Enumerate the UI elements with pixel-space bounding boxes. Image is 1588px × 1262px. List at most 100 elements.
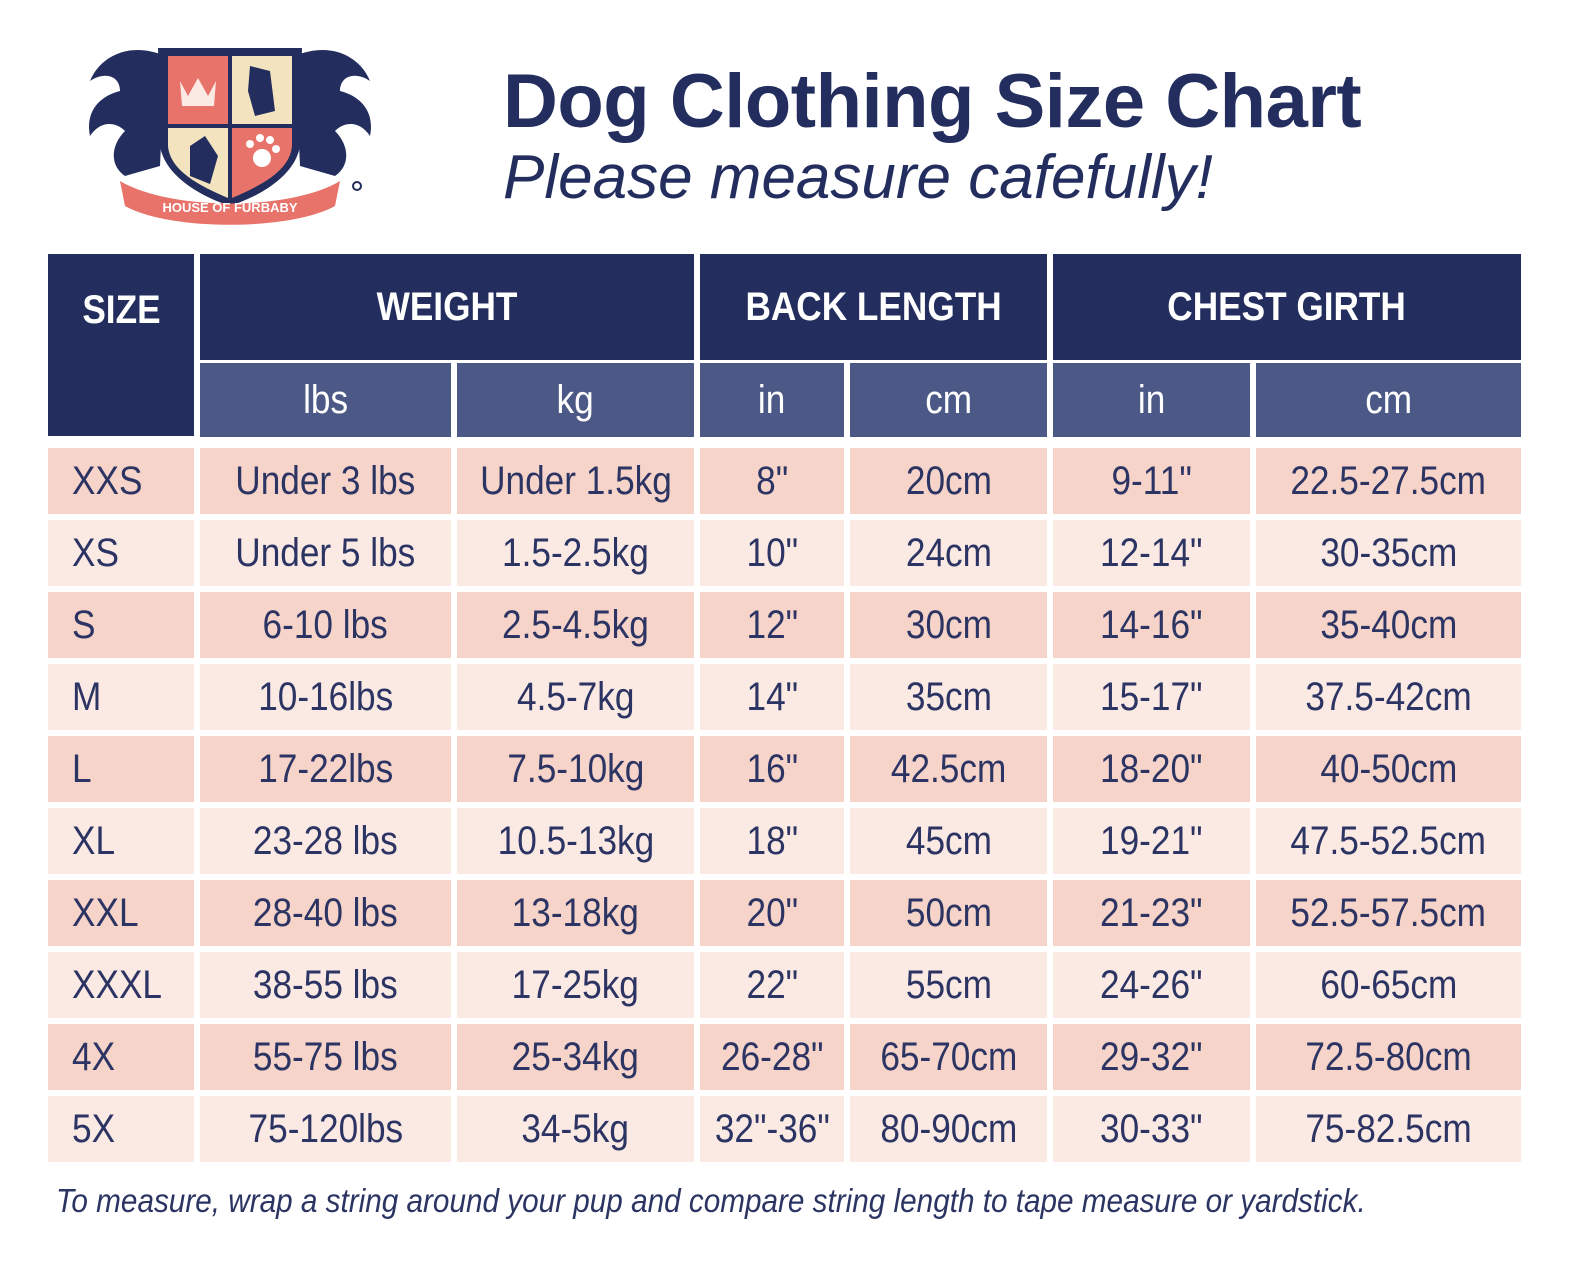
cell-value: 1.5-2.5kg <box>502 530 649 575</box>
cell-chest-cm: 37.5-42cm <box>1256 664 1521 730</box>
cell-value: L <box>72 746 92 791</box>
cell-weight-kg: 10.5-13kg <box>457 808 694 874</box>
cell-value: 14" <box>746 674 798 719</box>
unit-weight-lbs: lbs <box>200 363 451 437</box>
cell-value: 80-90cm <box>880 1106 1017 1151</box>
cell-value: 50cm <box>905 890 992 935</box>
cell-value: 14-16" <box>1100 602 1203 647</box>
cell-value: 10" <box>746 530 798 575</box>
cell-value: 30-33" <box>1100 1106 1203 1151</box>
cell-back-cm: 30cm <box>850 592 1047 658</box>
cell-value: 40-50cm <box>1320 746 1457 791</box>
cell-weight-kg: 34-5kg <box>457 1096 694 1162</box>
cell-value: 20cm <box>905 458 992 503</box>
cell-chest-in: 9-11" <box>1053 448 1250 514</box>
cell-value: 32"-36" <box>714 1106 830 1151</box>
cell-size: XXL <box>48 880 194 946</box>
cell-chest-in: 21-23" <box>1053 880 1250 946</box>
cell-weight-lbs: Under 3 lbs <box>200 448 451 514</box>
cell-chest-cm: 47.5-52.5cm <box>1256 808 1521 874</box>
cell-value: XL <box>72 818 116 863</box>
cell-back-cm: 42.5cm <box>850 736 1047 802</box>
cell-weight-lbs: 10-16lbs <box>200 664 451 730</box>
header-chest-girth: CHEST GIRTH <box>1053 254 1521 360</box>
unit-chest-cm: cm <box>1256 363 1521 437</box>
cell-value: S <box>72 602 96 647</box>
cell-value: 12-14" <box>1100 530 1203 575</box>
cell-value: Under 3 lbs <box>235 458 416 503</box>
cell-weight-kg: 2.5-4.5kg <box>457 592 694 658</box>
house-of-furbaby-logo: HOUSE OF FURBABY <box>70 36 390 226</box>
cell-value: 65-70cm <box>880 1034 1017 1079</box>
cell-value: Under 5 lbs <box>235 530 416 575</box>
cell-value: 75-120lbs <box>248 1106 403 1151</box>
cell-weight-lbs: Under 5 lbs <box>200 520 451 586</box>
cell-size: 4X <box>48 1024 194 1090</box>
cell-value: 2.5-4.5kg <box>502 602 649 647</box>
cell-value: XXXL <box>72 962 163 1007</box>
cell-chest-cm: 22.5-27.5cm <box>1256 448 1521 514</box>
cell-value: 38-55 lbs <box>253 962 398 1007</box>
cell-back-cm: 24cm <box>850 520 1047 586</box>
cell-value: 10.5-13kg <box>497 818 654 863</box>
cell-back-cm: 35cm <box>850 664 1047 730</box>
cell-size: L <box>48 736 194 802</box>
cell-value: 35cm <box>905 674 992 719</box>
cell-value: 34-5kg <box>521 1106 630 1151</box>
cell-chest-cm: 75-82.5cm <box>1256 1096 1521 1162</box>
cell-value: 19-21" <box>1100 818 1203 863</box>
cell-value: 23-28 lbs <box>253 818 398 863</box>
cell-size: XXS <box>48 448 194 514</box>
cell-value: 17-25kg <box>511 962 640 1007</box>
cell-back-in: 12" <box>700 592 844 658</box>
cell-value: XS <box>72 530 119 575</box>
cell-value: 29-32" <box>1100 1034 1203 1079</box>
cell-value: 18-20" <box>1100 746 1203 791</box>
cell-size: S <box>48 592 194 658</box>
cell-size: XL <box>48 808 194 874</box>
cell-value: 28-40 lbs <box>253 890 398 935</box>
cell-value: 75-82.5cm <box>1305 1106 1472 1151</box>
size-table-body: XXS Under 3 lbs Under 1.5kg 8" 20cm 9-11" 22.5… <box>48 448 1521 1162</box>
cell-value: 5X <box>72 1106 116 1151</box>
cell-back-in: 32"-36" <box>700 1096 844 1162</box>
cell-value: 60-65cm <box>1320 962 1457 1007</box>
page-title: Dog Clothing Size Chart <box>503 59 1362 144</box>
cell-weight-lbs: 28-40 lbs <box>200 880 451 946</box>
size-table-header: SIZE WEIGHT BACK LENGTH CHEST GIRTH lbs … <box>48 254 1521 438</box>
cell-value: 72.5-80cm <box>1305 1034 1472 1079</box>
cell-value: XXL <box>72 890 139 935</box>
cell-weight-lbs: 38-55 lbs <box>200 952 451 1018</box>
header-size: SIZE <box>48 254 194 436</box>
cell-back-cm: 65-70cm <box>850 1024 1047 1090</box>
cell-back-in: 22" <box>700 952 844 1018</box>
cell-value: 30cm <box>905 602 992 647</box>
cell-value: 13-18kg <box>511 890 640 935</box>
cell-value: 26-28" <box>720 1034 824 1079</box>
svg-text:HOUSE OF FURBABY: HOUSE OF FURBABY <box>162 200 297 215</box>
cell-weight-lbs: 17-22lbs <box>200 736 451 802</box>
cell-value: 16" <box>746 746 798 791</box>
cell-weight-lbs: 75-120lbs <box>200 1096 451 1162</box>
cell-value: 8" <box>755 458 789 503</box>
cell-value: 9-11" <box>1111 458 1192 503</box>
cell-chest-cm: 52.5-57.5cm <box>1256 880 1521 946</box>
cell-chest-cm: 35-40cm <box>1256 592 1521 658</box>
cell-value: 4X <box>72 1034 116 1079</box>
cell-back-in: 18" <box>700 808 844 874</box>
cell-value: 45cm <box>905 818 992 863</box>
cell-size: XXXL <box>48 952 194 1018</box>
cell-weight-kg: Under 1.5kg <box>457 448 694 514</box>
cell-value: 7.5-10kg <box>506 746 644 791</box>
cell-value: 35-40cm <box>1320 602 1457 647</box>
cell-size: 5X <box>48 1096 194 1162</box>
cell-chest-in: 14-16" <box>1053 592 1250 658</box>
cell-chest-in: 29-32" <box>1053 1024 1250 1090</box>
unit-back-cm: cm <box>850 363 1047 437</box>
cell-back-in: 26-28" <box>700 1024 844 1090</box>
cell-value: 52.5-57.5cm <box>1290 890 1487 935</box>
cell-value: 22.5-27.5cm <box>1290 458 1487 503</box>
cell-chest-cm: 60-65cm <box>1256 952 1521 1018</box>
cell-weight-kg: 4.5-7kg <box>457 664 694 730</box>
cell-value: 10-16lbs <box>257 674 394 719</box>
